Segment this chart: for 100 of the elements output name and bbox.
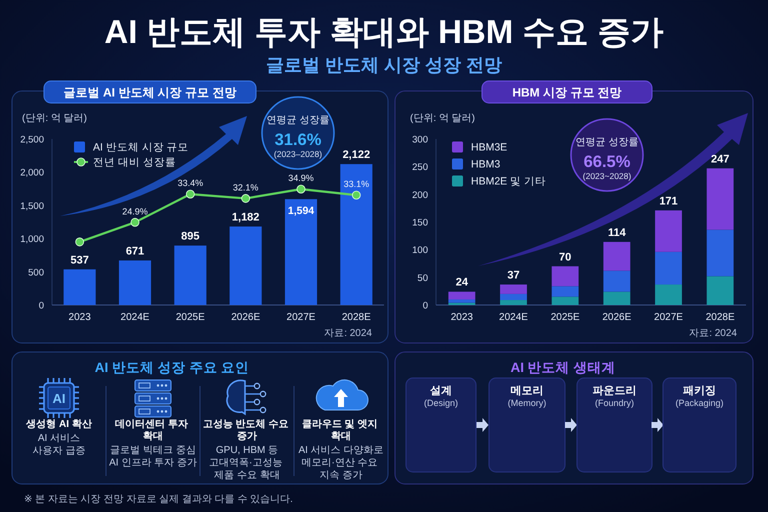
text: 메모리	[510, 385, 544, 397]
text: 클라우드 및 엣지 확대	[302, 419, 380, 442]
text: 고대역폭·고성능 제품 수요 확대	[208, 458, 286, 481]
total-label: 37	[507, 270, 520, 282]
text: AI 반도체 생태계	[510, 360, 616, 375]
bar	[500, 300, 527, 305]
chart-title: 글로벌 AI 반도체 시장 규모 전망	[64, 86, 236, 100]
point	[186, 190, 195, 199]
chart-title: HBM 시장 규모 전망	[512, 86, 622, 100]
x-tick-label: 2025E	[176, 312, 206, 323]
point	[75, 238, 84, 246]
text: 설계	[429, 385, 452, 397]
text: AI 서비스 다양화로	[298, 445, 384, 456]
annotation: (2023–2028)	[274, 149, 322, 160]
bar	[655, 284, 682, 305]
bar	[603, 270, 630, 292]
y-tick-label: 100	[412, 245, 428, 256]
text: AI 반도체 투자 확대와 HBM 수요 증가	[104, 13, 664, 50]
legend-label: 전년 대비 성장률	[93, 156, 176, 168]
x-tick-label: 2025E	[550, 312, 580, 323]
y-tick-label: 2,500	[20, 134, 44, 146]
total-label: 70	[559, 251, 572, 264]
bar	[118, 260, 152, 305]
y-tick-label: 250	[412, 162, 428, 174]
bar	[230, 226, 262, 305]
bar	[500, 294, 527, 300]
data-label: 671	[126, 245, 144, 258]
text: 생성형 AI 확산	[25, 419, 92, 430]
annotation: 66.5%	[584, 153, 631, 172]
x-tick-label: 2028E	[706, 312, 735, 323]
bar	[706, 230, 734, 276]
data-label: 1,594	[288, 205, 314, 218]
annotation: 연평균 성장률	[576, 136, 638, 148]
text: AI	[52, 391, 66, 406]
y-tick-label: 150	[412, 218, 428, 228]
data-label: 32.1%	[232, 182, 258, 192]
y-tick-label: 1,500	[20, 200, 44, 212]
point	[352, 190, 361, 200]
y-tick-label: 200	[412, 190, 428, 201]
x-tick-label: 2024E	[120, 312, 150, 323]
bar	[706, 168, 734, 230]
bar	[603, 292, 630, 305]
x-tick-label: 2026E	[602, 312, 632, 323]
total-label: 24	[456, 276, 469, 289]
text: 연평균 성장률	[266, 114, 330, 126]
x-tick-label: 2023	[450, 312, 474, 323]
legend-label: HBM3	[471, 158, 500, 170]
bar	[552, 286, 579, 297]
text: 자료: 2024	[689, 328, 738, 339]
text: (Foundry)	[594, 398, 634, 408]
x-tick-label: 2027E	[654, 312, 684, 323]
total-label: 171	[659, 195, 678, 208]
data-label: 895	[181, 230, 200, 243]
text: GPU, HBM 등	[216, 445, 278, 456]
text: 고성능 반도체 수요 증가	[202, 419, 292, 442]
text: (Memory)	[508, 398, 546, 408]
text: ※ 본 자료는 시장 전망 자료로 실제 결과와 다를 수 있습니다.	[24, 494, 293, 505]
bar	[448, 292, 476, 300]
y-tick-label: 300	[412, 134, 428, 146]
bar	[448, 299, 476, 303]
bar	[340, 164, 372, 305]
y-tick-label: 0	[38, 300, 44, 312]
x-tick-label: 2027E	[286, 312, 316, 323]
text: 메모리·연산 수요 지속 증가	[302, 458, 380, 481]
data-label: 33.4%	[178, 178, 204, 188]
y-axis-title: (단위: 억 달러)	[410, 113, 475, 124]
y-tick-label: 0	[422, 300, 428, 312]
y-tick-label: 50	[417, 272, 428, 284]
legend-label: HBM3E	[471, 142, 508, 154]
text: (Design)	[424, 398, 458, 408]
x-tick-label: 2023	[68, 312, 92, 323]
text: 사용자 급증	[32, 446, 86, 456]
bar	[174, 246, 206, 305]
y-tick-label: 2,000	[20, 168, 44, 179]
legend-label: AI 반도체 시장 규모	[93, 142, 189, 154]
annotation: 31.6%	[274, 131, 322, 150]
text: (Packaging)	[675, 398, 724, 408]
bar	[552, 266, 579, 286]
y-axis-title: (단위: 억 달러)	[22, 113, 87, 124]
data-label: 1,182	[232, 212, 260, 224]
data-label: 33.1%	[344, 179, 370, 190]
legend-label: HBM2E 및 기타	[471, 176, 546, 188]
bar	[500, 284, 527, 294]
point	[130, 218, 140, 227]
text: 글로벌 반도체 시장 성장 전망	[266, 55, 502, 75]
text: AI 반도체 성장 주요 요인	[94, 360, 250, 375]
bar	[655, 252, 682, 285]
text: AI 서비스	[38, 433, 80, 444]
bar	[64, 269, 96, 305]
bar	[552, 296, 579, 305]
x-tick-label: 2026E	[231, 312, 260, 323]
data-label: 537	[70, 254, 89, 266]
y-tick-label: 1,000	[20, 234, 44, 246]
bar	[706, 276, 734, 305]
total-label: 114	[608, 226, 627, 239]
total-label: 247	[710, 153, 730, 166]
y-tick-label: 500	[28, 267, 44, 278]
bar	[603, 242, 630, 271]
point	[296, 184, 306, 194]
text: 글로벌 빅테크 중심	[110, 445, 196, 456]
